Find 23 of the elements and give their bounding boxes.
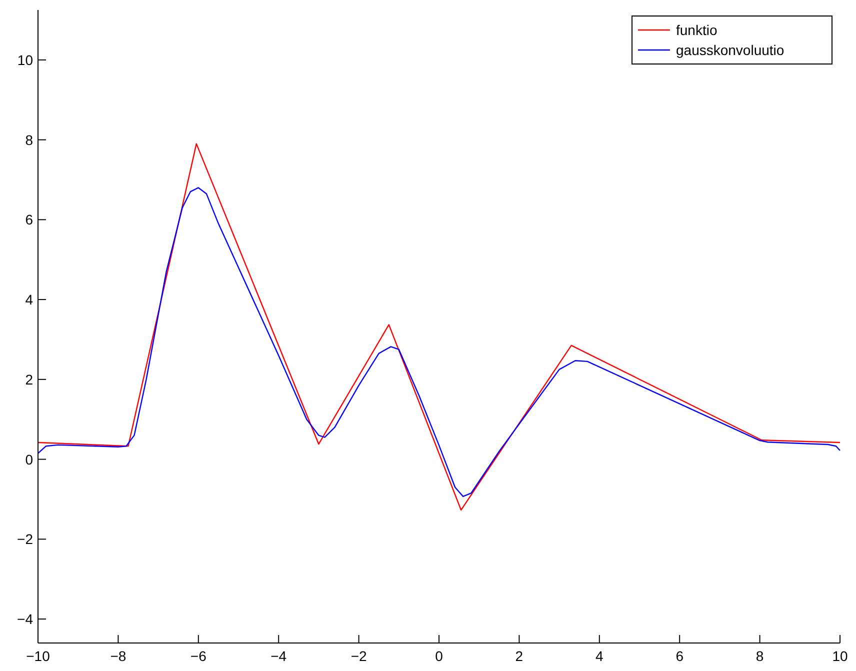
x-tick-label: 6 <box>676 648 684 664</box>
x-tick-label: −10 <box>26 648 50 664</box>
x-tick-label: −6 <box>190 648 207 664</box>
x-tick-label: −4 <box>270 648 287 664</box>
y-tick-label: 6 <box>25 212 34 228</box>
x-tick-label: 4 <box>596 648 604 664</box>
y-tick-label: 0 <box>25 451 34 468</box>
y-tick-label: −4 <box>17 611 34 628</box>
y-tick-label: 4 <box>25 292 34 308</box>
legend-label: gausskonvoluutio <box>676 42 784 58</box>
x-tick-label: −2 <box>350 648 367 664</box>
line-series <box>37 143 841 511</box>
x-tick-label: 8 <box>756 648 764 664</box>
x-tick-label: 10 <box>832 648 848 664</box>
y-tick-label: −2 <box>17 531 34 548</box>
y-tick-label: 10 <box>17 52 34 68</box>
x-tick-label: 0 <box>435 648 444 664</box>
y-tick-label: 2 <box>25 371 34 388</box>
y-tick-label: 8 <box>25 132 34 148</box>
line-series <box>37 187 841 498</box>
legend-label: funktio <box>676 22 718 38</box>
x-tick-label: 2 <box>515 648 524 664</box>
x-tick-label: −8 <box>110 648 126 664</box>
